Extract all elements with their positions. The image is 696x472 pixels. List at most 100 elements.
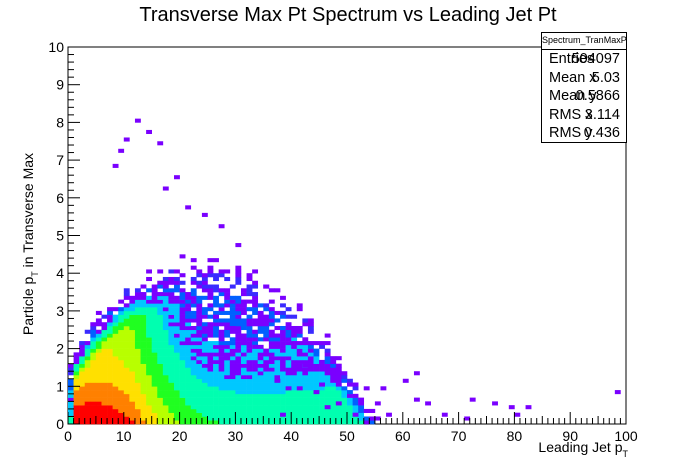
- heatmap-cell: [190, 310, 197, 315]
- heatmap-cell: [129, 401, 136, 406]
- heatmap-cell: [280, 303, 286, 308]
- heatmap-cell: [268, 390, 275, 395]
- heatmap-cell: [274, 412, 281, 417]
- heatmap-cell: [274, 288, 281, 293]
- heatmap-cell: [140, 401, 147, 406]
- heatmap-cell: [341, 393, 348, 398]
- stats-row-rms-y: RMS y 0.436: [542, 124, 626, 143]
- heatmap-cell: [95, 378, 102, 383]
- heatmap-cell: [263, 386, 270, 391]
- heatmap-cell: [207, 288, 214, 293]
- heatmap-cell: [134, 118, 141, 123]
- heatmap-cell: [207, 344, 214, 349]
- heatmap-cell: [302, 359, 309, 364]
- heatmap-cell: [73, 382, 80, 387]
- heatmap-cell: [252, 341, 259, 346]
- heatmap-cell: [73, 397, 80, 402]
- heatmap-cell: [218, 401, 225, 406]
- heatmap-cell: [201, 212, 208, 217]
- heatmap-cell: [162, 288, 169, 293]
- heatmap-cell: [107, 393, 113, 398]
- heatmap-cell: [101, 341, 108, 346]
- heatmap-cell: [252, 397, 259, 402]
- heatmap-cell: [118, 374, 125, 380]
- heatmap-cell: [157, 405, 164, 410]
- heatmap-cell: [302, 401, 309, 406]
- stats-value: 0.436: [583, 125, 620, 142]
- heatmap-cell: [174, 284, 180, 289]
- heatmap-cell: [302, 416, 309, 421]
- heatmap-cell: [123, 333, 130, 338]
- heatmap-cell: [95, 333, 102, 338]
- heatmap-cell: [240, 352, 247, 357]
- heatmap-cell: [196, 295, 203, 300]
- heatmap-cell: [218, 307, 225, 312]
- heatmap-cell: [246, 412, 253, 417]
- heatmap-cell: [90, 416, 97, 421]
- heatmap-cell: [196, 386, 203, 391]
- heatmap-cell: [235, 341, 242, 346]
- heatmap-cell: [146, 359, 152, 364]
- heatmap-cell: [229, 401, 236, 406]
- heatmap-cell: [84, 390, 91, 395]
- heatmap-cell: [118, 344, 125, 349]
- heatmap-cell: [112, 344, 119, 349]
- heatmap-cell: [168, 303, 175, 308]
- heatmap-cell: [168, 374, 175, 380]
- heatmap-cell: [302, 348, 309, 353]
- heatmap-cell: [79, 393, 86, 398]
- heatmap-cell: [285, 367, 292, 372]
- heatmap-cell: [307, 408, 314, 413]
- heatmap-cell: [79, 405, 86, 410]
- heatmap-cell: [157, 367, 164, 372]
- heatmap-cell: [201, 310, 208, 315]
- heatmap-cell: [274, 356, 281, 361]
- heatmap-cell: [252, 329, 259, 334]
- heatmap-cell: [185, 314, 192, 319]
- heatmap-cell: [162, 386, 169, 391]
- heatmap-cell: [268, 397, 275, 402]
- heatmap-cell: [319, 367, 325, 372]
- heatmap-cell: [252, 284, 259, 289]
- heatmap-cell: [280, 390, 286, 395]
- heatmap-cell: [95, 348, 102, 353]
- heatmap-cell: [84, 371, 91, 376]
- heatmap-cell: [101, 420, 108, 425]
- heatmap-cell: [252, 348, 259, 353]
- heatmap-cell: [129, 412, 136, 417]
- heatmap-cell: [257, 374, 264, 380]
- heatmap-cell: [134, 401, 141, 406]
- heatmap-cell: [235, 382, 242, 387]
- heatmap-cell: [174, 363, 180, 368]
- heatmap-cell: [90, 356, 97, 361]
- heatmap-cell: [285, 344, 292, 349]
- heatmap-cell: [168, 393, 175, 398]
- heatmap-cell: [296, 333, 303, 338]
- heatmap-cell: [190, 280, 197, 285]
- heatmap-cell: [134, 356, 141, 361]
- heatmap-cell: [207, 382, 214, 387]
- heatmap-cell: [140, 420, 147, 425]
- heatmap-cell: [146, 269, 152, 274]
- heatmap-cell: [213, 276, 219, 282]
- heatmap-cell: [179, 344, 186, 349]
- heatmap-cell: [140, 382, 147, 387]
- heatmap-cell: [190, 276, 197, 282]
- heatmap-cell: [90, 393, 97, 398]
- heatmap-cell: [218, 303, 225, 308]
- heatmap-cell: [185, 416, 192, 421]
- heatmap-cell: [324, 333, 331, 338]
- heatmap-cell: [268, 352, 275, 357]
- heatmap-cell: [73, 416, 80, 421]
- heatmap-cell: [302, 374, 309, 380]
- heatmap-cell: [162, 276, 169, 282]
- heatmap-cell: [118, 401, 125, 406]
- heatmap-cell: [302, 356, 309, 361]
- heatmap-cell: [207, 307, 214, 312]
- heatmap-cell: [296, 405, 303, 410]
- x-tick-label: 80: [507, 428, 523, 444]
- heatmap-cell: [307, 382, 314, 387]
- heatmap-cell: [386, 412, 392, 417]
- heatmap-cell: [118, 382, 125, 387]
- heatmap-cell: [140, 322, 147, 327]
